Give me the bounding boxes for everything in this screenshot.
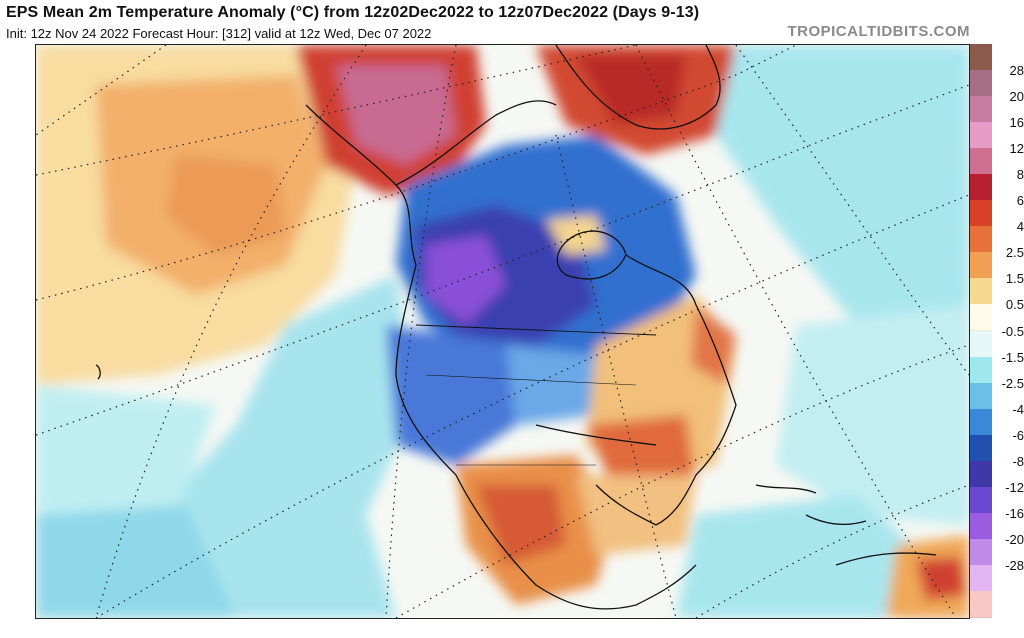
colorbar-swatch [970,304,992,332]
page-subtitle: Init: 12z Nov 24 2022 Forecast Hour: [31… [6,26,432,41]
colorbar-swatch [970,434,992,462]
colorbar-label: -6 [1012,427,1024,443]
colorbar-swatch [970,356,992,384]
colorbar-swatch [970,200,992,228]
colorbar-swatch [970,486,992,514]
atlantic-cool [716,45,969,325]
colorbar-swatch [970,512,992,540]
southwest-cool [36,385,216,525]
caribbean-cool [676,495,936,618]
colorbar-label: 1.5 [1005,271,1024,287]
central-us-blue [506,345,596,425]
atlantic-cool-2 [776,305,969,525]
colorbar-label: -16 [1005,505,1024,521]
colorbar-swatch [970,408,992,436]
colorbar-label: 28 [1009,63,1024,79]
brand-watermark: TROPICALTIDBITS.COM [787,23,970,40]
colorbar-swatch [970,538,992,566]
greenland-hot [576,55,686,125]
colorbar-swatch [970,96,992,124]
northeast-warm [691,305,736,385]
colorbar-swatch [970,330,992,358]
colorbar-label: -0.5 [1001,323,1024,339]
colorbar-label: -4 [1012,401,1024,417]
colorbar-label: 2.5 [1005,245,1024,261]
colorbar-label: 0.5 [1005,297,1024,313]
anomaly-map [35,44,970,619]
colorbar-label: 16 [1009,115,1024,131]
mexico-hot [476,485,566,565]
page-title: EPS Mean 2m Temperature Anomaly (°C) fro… [6,4,700,21]
colorbar-label: -8 [1012,453,1024,469]
colorbar-label: -28 [1005,557,1024,573]
canada-purple [426,235,506,325]
alaska-pink [336,65,456,165]
colorbar-swatch [970,278,992,306]
pacific-warm-hot [166,155,286,255]
graticule [36,45,969,618]
west-us-cold [386,325,516,465]
colorbar-label: 4 [1016,219,1024,235]
colorbar-swatch [970,460,992,488]
color-scale-bar: 28 20 16 12 8 6 4 2.5 1.5 0.5 -0.5 -1.5 -2.5 -4 -6 -8 -1… [970,44,1024,618]
colorbar-swatch [970,148,992,176]
colorbar-label: -2.5 [1001,375,1024,391]
colorbar-swatch [970,564,992,592]
colorbar-swatch [970,70,992,98]
colorbar-label: 20 [1009,89,1024,105]
colorbar-label: 12 [1009,141,1024,157]
colorbar-swatch [970,122,992,150]
coastlines [95,45,937,610]
colorbar-label: 8 [1016,167,1024,183]
colorbar-swatch [970,382,992,410]
colorbar-label: -1.5 [1001,349,1024,365]
colorbar-swatch [970,590,992,618]
colorbar-label: -20 [1005,531,1024,547]
colorbar-swatch [970,44,992,72]
colorbar-swatch [970,252,992,280]
map-canvas [36,45,969,618]
south-america-hot [916,557,966,600]
south-pacific-cool [36,505,236,618]
colorbar-swatch [970,226,992,254]
colorbar-label: 6 [1016,193,1024,209]
colorbar-swatch [970,174,992,202]
east-pacific-cool [156,275,416,618]
colorbar-label: -12 [1005,479,1024,495]
